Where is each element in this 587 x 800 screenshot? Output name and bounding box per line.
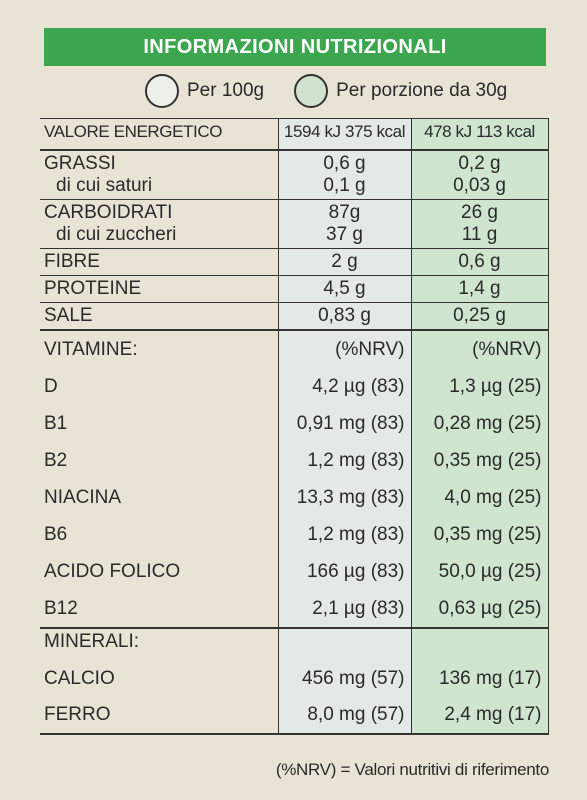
table-row: NIACINA 13,3 mg (83) 4,0 mg (25)	[40, 479, 549, 516]
mineral-name: CALCIO	[44, 668, 115, 689]
mineral-per-portion: 2,4 mg (17)	[410, 697, 549, 735]
mineral-per-portion: 136 mg (17)	[410, 661, 549, 697]
mineral-per100: 8,0 mg (57)	[277, 697, 411, 735]
fats-per100: 0,6 g	[323, 153, 366, 174]
legend-per100: Per 100g	[187, 80, 265, 101]
energy-per-portion: 478 kJ 113 kcal	[410, 118, 549, 150]
vitamin-per100: 13,3 mg (83)	[277, 479, 411, 516]
per-portion-swatch-icon	[294, 74, 329, 108]
sugars-per100: 37 g	[326, 224, 363, 245]
vitamin-per-portion: 1,3 µg (25)	[410, 368, 549, 405]
vitamin-name: B1	[44, 412, 68, 434]
vitamins-nrv-per-portion: (%NRV)	[410, 329, 549, 368]
protein-label: PROTEINE	[40, 275, 278, 303]
vitamin-per100: 1,2 mg (83)	[277, 516, 411, 553]
protein-per100: 4,5 g	[277, 275, 411, 303]
fats-per-portion: 0,2 g	[458, 153, 501, 174]
table-row: D 4,2 µg (83) 1,3 µg (25)	[40, 368, 549, 405]
salt-per100: 0,83 g	[277, 302, 411, 330]
table-row-fats: GRASSI di cui saturi 0,6 g 0,1 g 0,2 g 0…	[40, 149, 549, 200]
vitamin-name: B6	[44, 523, 68, 545]
table-row: B1 0,91 mg (83) 0,28 mg (25)	[40, 405, 549, 442]
table-row-vitamins-header: VITAMINE: (%NRV) (%NRV)	[40, 329, 549, 368]
vitamin-name: D	[44, 375, 58, 397]
vitamins-label: VITAMINE:	[40, 329, 278, 368]
saturates-per100: 0,1 g	[323, 175, 366, 196]
vitamin-per-portion: 4,0 mg (25)	[410, 479, 549, 516]
vitamin-name: ACIDO FOLICO	[44, 560, 181, 582]
table-row-salt: SALE 0,83 g 0,25 g	[40, 302, 549, 330]
carbs-per-portion: 26 g	[461, 202, 498, 223]
vitamin-per-portion: 0,35 mg (25)	[410, 442, 549, 479]
vitamin-per-portion: 0,63 µg (25)	[410, 590, 549, 628]
table-row-fibre: FIBRE 2 g 0,6 g	[40, 248, 549, 276]
vitamin-per100: 166 µg (83)	[277, 553, 411, 590]
energy-per100: 1594 kJ 375 kcal	[277, 118, 411, 150]
vitamin-per100: 0,91 mg (83)	[277, 405, 411, 442]
per100-swatch-icon	[145, 74, 179, 108]
table-row-protein: PROTEINE 4,5 g 1,4 g	[40, 275, 549, 303]
vitamin-per-portion: 50,0 µg (25)	[410, 553, 549, 590]
table-row-energy: VALORE ENERGETICO 1594 kJ 375 kcal 478 k…	[40, 118, 549, 150]
saturates-label: di cui saturi	[56, 175, 153, 196]
nutrition-table: VALORE ENERGETICO 1594 kJ 375 kcal 478 k…	[40, 118, 549, 735]
protein-per-portion: 1,4 g	[410, 275, 549, 303]
fats-label: GRASSI	[44, 153, 116, 174]
nrv-footnote: (%NRV) = Valori nutritivi di riferimento	[275, 760, 549, 779]
table-row-carbs: CARBOIDRATI di cui zuccheri 87g 37 g 26 …	[40, 199, 549, 249]
column-legend: Per 100g Per porzione da 30g	[145, 71, 507, 111]
table-row: FERRO 8,0 mg (57) 2,4 mg (17)	[40, 697, 549, 735]
vitamin-per100: 1,2 mg (83)	[277, 442, 411, 479]
fibre-per100: 2 g	[277, 248, 411, 276]
vitamin-per-portion: 0,35 mg (25)	[410, 516, 549, 553]
minerals-label: MINERALI:	[40, 627, 278, 661]
energy-label: VALORE ENERGETICO	[40, 118, 278, 150]
table-row: ACIDO FOLICO 166 µg (83) 50,0 µg (25)	[40, 553, 549, 590]
nutrition-title: INFORMAZIONI NUTRIZIONALI	[44, 28, 546, 66]
vitamin-name: B12	[44, 597, 78, 619]
vitamin-name: NIACINA	[44, 486, 122, 508]
vitamin-per-portion: 0,28 mg (25)	[410, 405, 549, 442]
legend-per-portion: Per porzione da 30g	[336, 80, 508, 101]
carbs-per100: 87g	[328, 202, 361, 223]
carbs-label: CARBOIDRATI	[44, 202, 173, 223]
vitamins-nrv-per100: (%NRV)	[277, 329, 411, 368]
table-row: B12 2,1 µg (83) 0,63 µg (25)	[40, 590, 549, 628]
sugars-per-portion: 11 g	[461, 224, 498, 245]
saturates-per-portion: 0,03 g	[453, 175, 506, 196]
table-row-minerals-header: MINERALI:	[40, 627, 549, 661]
vitamin-per100: 4,2 µg (83)	[277, 368, 411, 405]
sugars-label: di cui zuccheri	[56, 224, 177, 245]
table-row: B6 1,2 mg (83) 0,35 mg (25)	[40, 516, 549, 553]
fibre-per-portion: 0,6 g	[410, 248, 549, 276]
table-row: B2 1,2 mg (83) 0,35 mg (25)	[40, 442, 549, 479]
salt-label: SALE	[40, 302, 278, 330]
vitamin-per100: 2,1 µg (83)	[277, 590, 411, 628]
mineral-name: FERRO	[40, 697, 278, 735]
salt-per-portion: 0,25 g	[410, 302, 549, 330]
mineral-per100: 456 mg (57)	[277, 661, 411, 697]
fibre-label: FIBRE	[40, 248, 278, 276]
table-row: CALCIO 456 mg (57) 136 mg (17)	[40, 661, 549, 697]
vitamin-name: B2	[44, 449, 68, 471]
